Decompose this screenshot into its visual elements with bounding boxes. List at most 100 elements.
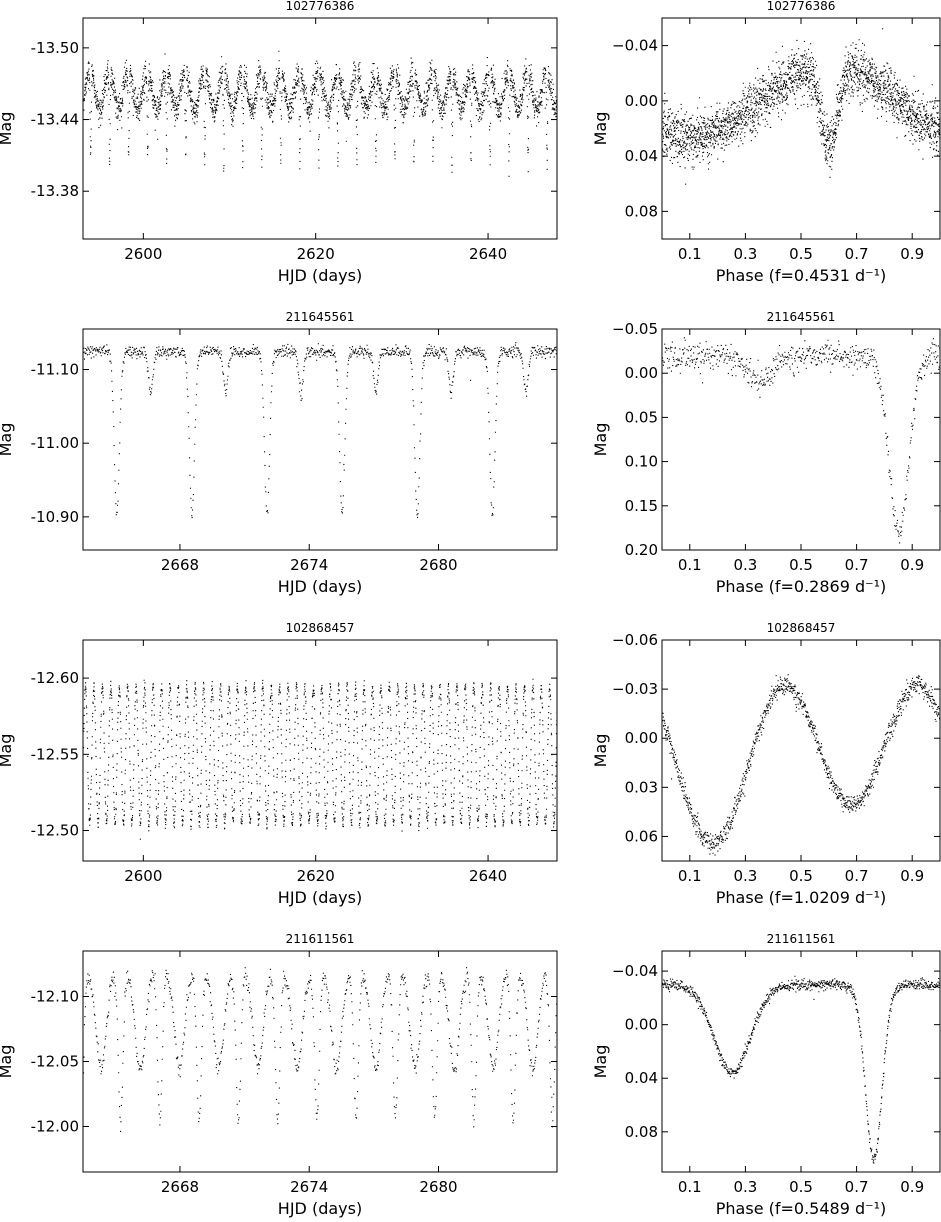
- x-axis-label: HJD (days): [278, 266, 362, 285]
- series-points: [83, 50, 557, 177]
- series-points: [662, 674, 940, 856]
- data-points: [83, 342, 557, 519]
- panel-title: 211645561: [286, 310, 355, 324]
- x-tick-label: 2620: [297, 867, 335, 885]
- y-tick-label: -12.05: [31, 1053, 79, 1071]
- y-tick-label: -12.60: [31, 669, 79, 687]
- x-tick-label: 2640: [469, 867, 507, 885]
- y-tick-label: -12.00: [31, 1118, 79, 1136]
- y-tick-label: -13.44: [31, 111, 79, 129]
- x-tick-label: 0.9: [900, 245, 924, 263]
- y-axis-label: Mag: [0, 112, 15, 146]
- panel-title: 211611561: [767, 932, 836, 946]
- x-axis-label: HJD (days): [278, 888, 362, 907]
- y-tick-label: 0.20: [625, 541, 658, 559]
- series-points: [662, 975, 940, 1164]
- x-axis-label: Phase (f=0.2869 d⁻¹): [716, 577, 886, 596]
- series-points: [662, 337, 940, 544]
- series-points: [662, 28, 940, 185]
- data-points: [83, 50, 557, 177]
- x-tick-label: 0.5: [789, 556, 813, 574]
- panel-row1-right: 0.1 0.3 0.5 0.7 0.9 −0.04 0.00 0.04 0.08 10277638…: [591, 0, 941, 285]
- axes-frame: [661, 639, 941, 862]
- panel-row3-right: 0.1 0.3 0.5 0.7 0.9 −0.06 −0.03 0.00 0.03 0.06 102…: [591, 621, 941, 907]
- x-tick-label: 0.7: [845, 1178, 869, 1196]
- y-tick-label: 0.00: [625, 364, 658, 382]
- panel-row4-right: 0.1 0.3 0.5 0.7 0.9 −0.04 0.00 0.04 0.08 21161156…: [591, 932, 941, 1218]
- x-tick-label: 2640: [469, 245, 507, 263]
- x-tick-label: 2680: [419, 556, 457, 574]
- y-tick-label: 0.04: [625, 147, 658, 165]
- y-axis-label: Mag: [591, 423, 610, 457]
- x-tick-label: 2668: [161, 556, 199, 574]
- y-tick-label: −0.04: [612, 962, 658, 980]
- y-axis-label: Mag: [591, 1045, 610, 1079]
- panel-row2-right: 0.1 0.3 0.5 0.7 0.9 −0.05 0.00 0.05 0.10 0.15 0.20…: [591, 310, 941, 596]
- axes-frame: [661, 17, 941, 240]
- x-tick-label: 0.9: [900, 556, 924, 574]
- x-tick-label: 0.9: [900, 867, 924, 885]
- y-axis-label: Mag: [0, 734, 15, 768]
- y-tick-label: -12.50: [31, 822, 79, 840]
- panel-row3-left: 2600 2620 2640 -12.60 -12.55 -12.50 102868457 H…: [0, 621, 558, 907]
- x-axis-label: Phase (f=0.5489 d⁻¹): [716, 1199, 886, 1218]
- y-tick-label: 0.03: [625, 778, 658, 796]
- axes-frame: [82, 639, 558, 862]
- x-tick-label: 0.3: [733, 245, 757, 263]
- series-points: [83, 967, 557, 1132]
- x-tick-label: 0.1: [678, 867, 702, 885]
- x-tick-label: 0.9: [900, 1178, 924, 1196]
- y-tick-label: 0.08: [625, 202, 658, 220]
- y-tick-label: -11.00: [31, 434, 79, 452]
- x-tick-label: 0.1: [678, 1178, 702, 1196]
- panel-row1-left: 2600 2620 2640 -13.50 -13.44 -13.38 102776386 H…: [0, 0, 558, 285]
- y-tick-label: -10.90: [31, 508, 79, 526]
- axes-frame: [82, 328, 558, 551]
- x-tick-label: 0.7: [845, 245, 869, 263]
- y-axis-label: Mag: [591, 734, 610, 768]
- panel-title: 102776386: [286, 0, 355, 13]
- panel-title: 211645561: [767, 310, 836, 324]
- series-points: [83, 342, 557, 519]
- panel-title: 211611561: [286, 932, 355, 946]
- x-tick-label: 0.7: [845, 867, 869, 885]
- data-points: [662, 975, 940, 1164]
- y-tick-label: -13.50: [31, 39, 79, 57]
- x-axis-label: HJD (days): [278, 577, 362, 596]
- data-points: [83, 678, 557, 840]
- y-tick-label: 0.00: [625, 729, 658, 747]
- y-tick-label: -12.55: [31, 745, 79, 763]
- y-tick-label: 0.05: [625, 408, 658, 426]
- x-tick-label: 0.3: [733, 1178, 757, 1196]
- x-tick-label: 2668: [161, 1178, 199, 1196]
- y-tick-label: -12.10: [31, 988, 79, 1006]
- y-tick-label: -11.10: [31, 361, 79, 379]
- x-tick-label: 2680: [419, 1178, 457, 1196]
- data-points: [662, 28, 940, 185]
- panel-title: 102868457: [286, 621, 355, 635]
- y-tick-label: −0.06: [612, 631, 658, 649]
- data-points: [83, 967, 557, 1132]
- x-tick-label: 0.1: [678, 245, 702, 263]
- x-tick-label: 0.3: [733, 556, 757, 574]
- series-points: [83, 678, 557, 840]
- axes-frame: [661, 328, 941, 551]
- axes-frame: [82, 17, 558, 240]
- y-tick-label: 0.04: [625, 1069, 658, 1087]
- x-axis-label: Phase (f=0.4531 d⁻¹): [716, 266, 886, 285]
- x-axis-label: Phase (f=1.0209 d⁻¹): [716, 888, 886, 907]
- x-tick-label: 2674: [290, 1178, 328, 1196]
- axes-frame: [82, 950, 558, 1173]
- x-tick-label: 2600: [124, 867, 162, 885]
- y-tick-label: −0.03: [612, 680, 658, 698]
- y-tick-label: −0.04: [612, 37, 658, 55]
- y-axis-label: Mag: [0, 423, 15, 457]
- x-tick-label: 0.5: [789, 1178, 813, 1196]
- y-tick-label: 0.08: [625, 1123, 658, 1141]
- y-tick-label: −0.05: [612, 320, 658, 338]
- x-tick-label: 0.7: [845, 556, 869, 574]
- panel-title: 102776386: [767, 0, 836, 13]
- data-points: [662, 674, 940, 856]
- x-tick-label: 0.5: [789, 867, 813, 885]
